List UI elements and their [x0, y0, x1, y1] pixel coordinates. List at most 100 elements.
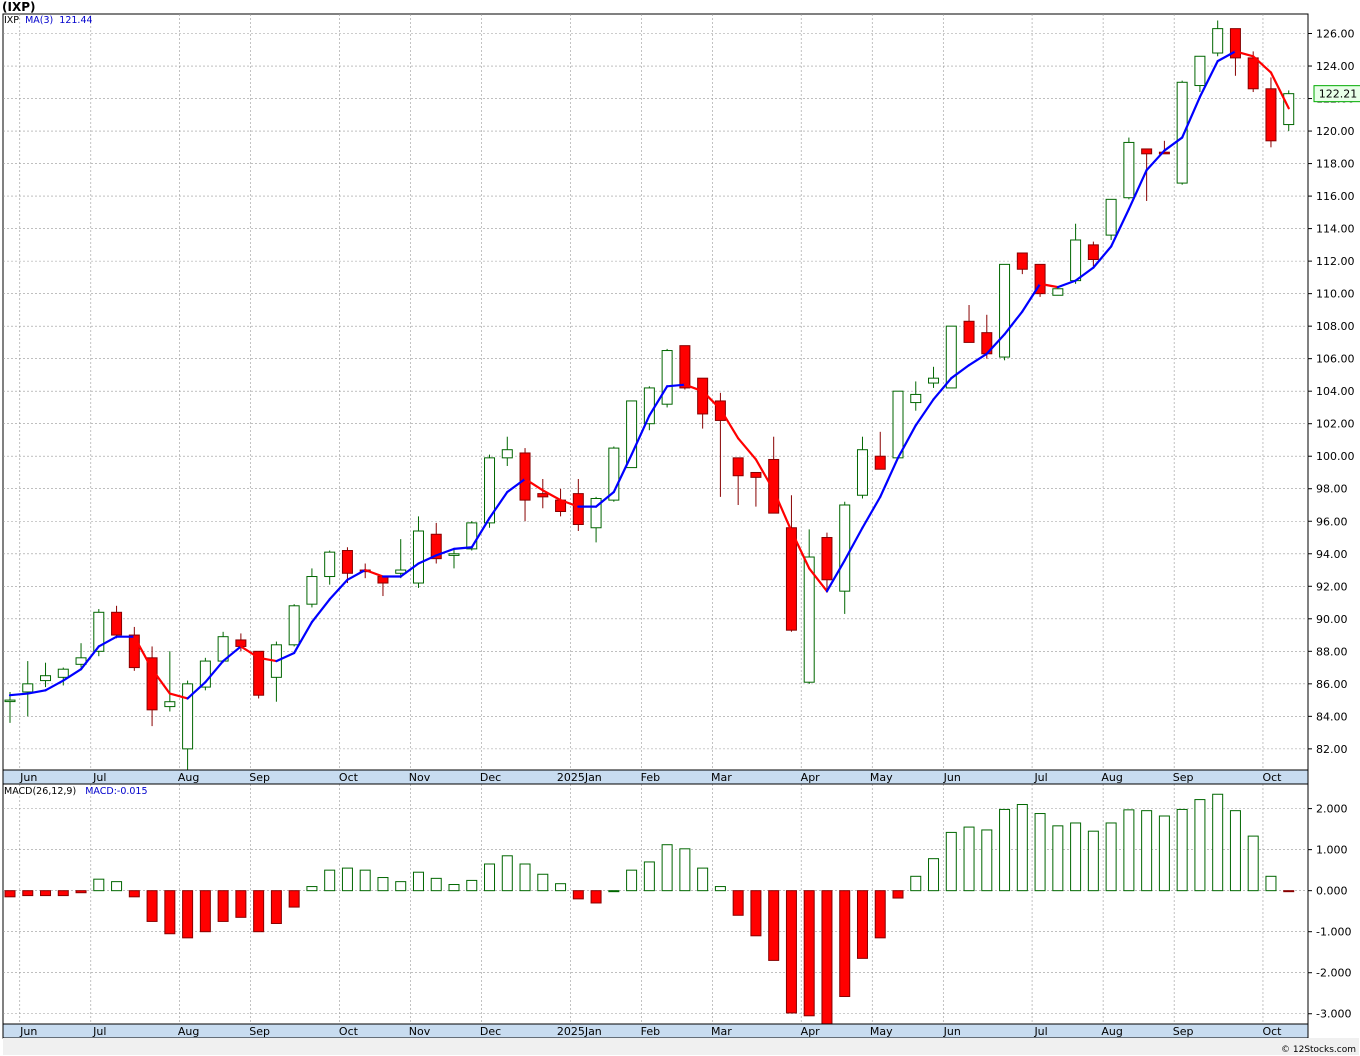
- price-tick-label: 86.00: [1316, 678, 1348, 691]
- candle: [484, 454, 496, 528]
- ma3-segment: [62, 668, 83, 682]
- candle: [1052, 288, 1064, 296]
- candle-body-up: [839, 504, 851, 592]
- candle-body-down: [679, 345, 691, 389]
- x-tick-label: Dec: [480, 771, 501, 784]
- price-tick-label: 110.00: [1316, 288, 1355, 301]
- macd-bar-negative: [128, 890, 140, 898]
- candle-body-down: [253, 650, 265, 696]
- ma3-segment: [772, 489, 793, 533]
- macd-bar-positive: [626, 869, 638, 892]
- candle-body-down: [1087, 244, 1099, 260]
- macd-bar-positive: [430, 877, 442, 892]
- ma3-segment: [985, 333, 1006, 355]
- price-panel-grid: [2, 13, 1309, 771]
- candle-body-down: [128, 634, 140, 669]
- macd-bar-positive: [93, 878, 105, 892]
- macd-tick-label: 2.000: [1316, 803, 1348, 816]
- candle: [803, 529, 815, 684]
- ma3-segment: [328, 578, 349, 601]
- macd-bar-negative: [199, 890, 211, 933]
- ma3-segment: [150, 668, 171, 695]
- macd-tick-label: -3.000: [1316, 1008, 1351, 1021]
- ma3-segment: [701, 390, 722, 411]
- macd-tick-label: -1.000: [1316, 926, 1351, 939]
- footer-strip: [3, 1038, 1359, 1055]
- price-tick-label: 116.00: [1316, 190, 1355, 203]
- candle-body-up: [928, 377, 940, 384]
- candle: [661, 348, 673, 408]
- candle: [199, 657, 211, 691]
- candle-body-up: [448, 553, 460, 556]
- candle-body-down: [874, 455, 886, 470]
- price-tick-label: 82.00: [1316, 743, 1348, 756]
- macd-bar-positive: [377, 877, 389, 892]
- macd-bar-positive: [661, 844, 673, 892]
- candle-body-up: [945, 325, 957, 389]
- candle: [448, 548, 460, 569]
- ma3-segment: [239, 645, 260, 659]
- macd-bar-negative: [732, 890, 744, 916]
- ma3-segment: [8, 692, 29, 697]
- ma3-segment: [879, 456, 900, 498]
- candle-body-up: [4, 699, 16, 703]
- ma3-segment: [808, 567, 829, 593]
- x-tick-label: Jun: [943, 771, 961, 784]
- macd-bar-positive: [306, 886, 318, 892]
- x-tick-label: Apr: [801, 1025, 821, 1038]
- price-tick-label: 118.00: [1316, 158, 1355, 171]
- ma3-segment: [417, 554, 438, 565]
- x-tick-label: Jul: [1033, 1025, 1047, 1038]
- legend-ma-value: 121.44: [59, 15, 93, 26]
- macd-bar-positive: [963, 826, 975, 892]
- candle-body-up: [466, 522, 478, 550]
- macd-bar-negative: [182, 890, 194, 939]
- x-tick-label: Oct: [339, 1025, 359, 1038]
- ma3-segment: [896, 424, 917, 459]
- ma3-segment: [719, 407, 740, 440]
- macd-bar-negative: [874, 890, 886, 939]
- candle-body-up: [1070, 239, 1082, 282]
- macd-bar-negative: [146, 890, 158, 922]
- macd-bar-negative: [856, 890, 868, 959]
- macd-bar-positive: [608, 890, 620, 893]
- x-tick-label: Mar: [711, 1025, 732, 1038]
- x-tick-label: Jul: [92, 771, 106, 784]
- ma3-segment: [364, 568, 385, 578]
- macd-bar-positive: [1087, 830, 1099, 892]
- macd-bar-negative: [270, 890, 282, 924]
- last-price-label: 122.21: [1319, 88, 1358, 101]
- candle: [519, 448, 531, 522]
- ma3-segment: [630, 414, 651, 456]
- macd-bar-negative: [57, 890, 69, 897]
- macd-bar-negative: [572, 890, 584, 900]
- x-tick-label: Dec: [480, 1025, 501, 1038]
- price-tick-label: 100.00: [1316, 450, 1355, 463]
- macd-bar-positive: [1229, 810, 1241, 892]
- macd-legend: MACD(26,12,9) MACD:-0.015: [4, 786, 148, 797]
- macd-bar-negative: [785, 890, 797, 1014]
- x-tick-label: Jun: [19, 1025, 37, 1038]
- chart-symbol-title: (IXP): [2, 0, 36, 14]
- macd-bar-positive: [928, 858, 940, 892]
- candle-body-up: [892, 390, 904, 459]
- macd-bar-negative: [839, 890, 851, 998]
- candle-body-up: [1212, 28, 1224, 54]
- x-tick-label: Nov: [409, 1025, 431, 1038]
- ma3-segment: [1181, 95, 1202, 139]
- candle-body-down: [1016, 252, 1028, 270]
- candle: [111, 605, 123, 639]
- candle: [1283, 90, 1295, 132]
- ma3-segment: [1074, 266, 1095, 282]
- candle-body-up: [608, 447, 620, 501]
- candle-body-up: [999, 263, 1011, 358]
- candle-body-up: [1105, 198, 1117, 236]
- x-tick-label: Aug: [1101, 1025, 1122, 1038]
- macd-bar-positive: [1194, 799, 1206, 892]
- ma3-segment: [435, 547, 456, 557]
- candle-body-up: [590, 497, 602, 529]
- candle-body-up: [803, 556, 815, 683]
- macd-bar-negative: [750, 890, 762, 937]
- price-tick-label: 94.00: [1316, 548, 1348, 561]
